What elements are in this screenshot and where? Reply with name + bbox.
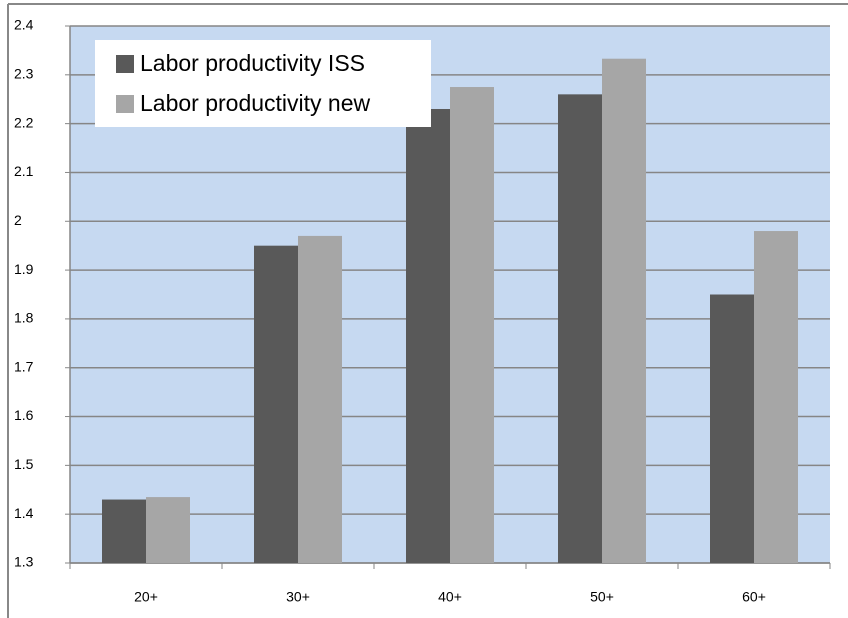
legend-swatch [116, 55, 134, 73]
bar [254, 245, 298, 563]
bar [146, 497, 190, 563]
x-tick-label: 20+ [134, 589, 158, 605]
y-tick-label: 1.4 [14, 505, 34, 521]
bar [558, 94, 602, 563]
x-tick-label: 50+ [590, 589, 614, 605]
bar [754, 231, 798, 563]
bar [406, 108, 450, 563]
bar [298, 235, 342, 563]
y-tick-label: 1.6 [14, 407, 34, 423]
legend-swatch [116, 95, 134, 113]
bar [450, 87, 494, 563]
legend-box [95, 40, 431, 127]
x-tick-label: 60+ [742, 589, 766, 605]
bar [602, 58, 646, 563]
legend-label: Labor productivity new [140, 90, 371, 116]
bar [102, 499, 146, 563]
y-tick-label: 1.7 [14, 358, 34, 374]
y-tick-label: 2 [14, 212, 22, 228]
y-tick-label: 1.3 [14, 554, 34, 570]
legend-label: Labor productivity ISS [140, 50, 365, 76]
y-tick-label: 2.2 [14, 114, 34, 130]
y-tick-label: 1.5 [14, 456, 34, 472]
bar [710, 294, 754, 563]
y-tick-label: 2.4 [14, 17, 34, 33]
y-tick-label: 2.3 [14, 66, 34, 82]
y-tick-label: 1.9 [14, 261, 34, 277]
x-tick-label: 40+ [438, 589, 462, 605]
x-tick-label: 30+ [286, 589, 310, 605]
y-tick-label: 1.8 [14, 310, 34, 326]
y-tick-label: 2.1 [14, 163, 34, 179]
